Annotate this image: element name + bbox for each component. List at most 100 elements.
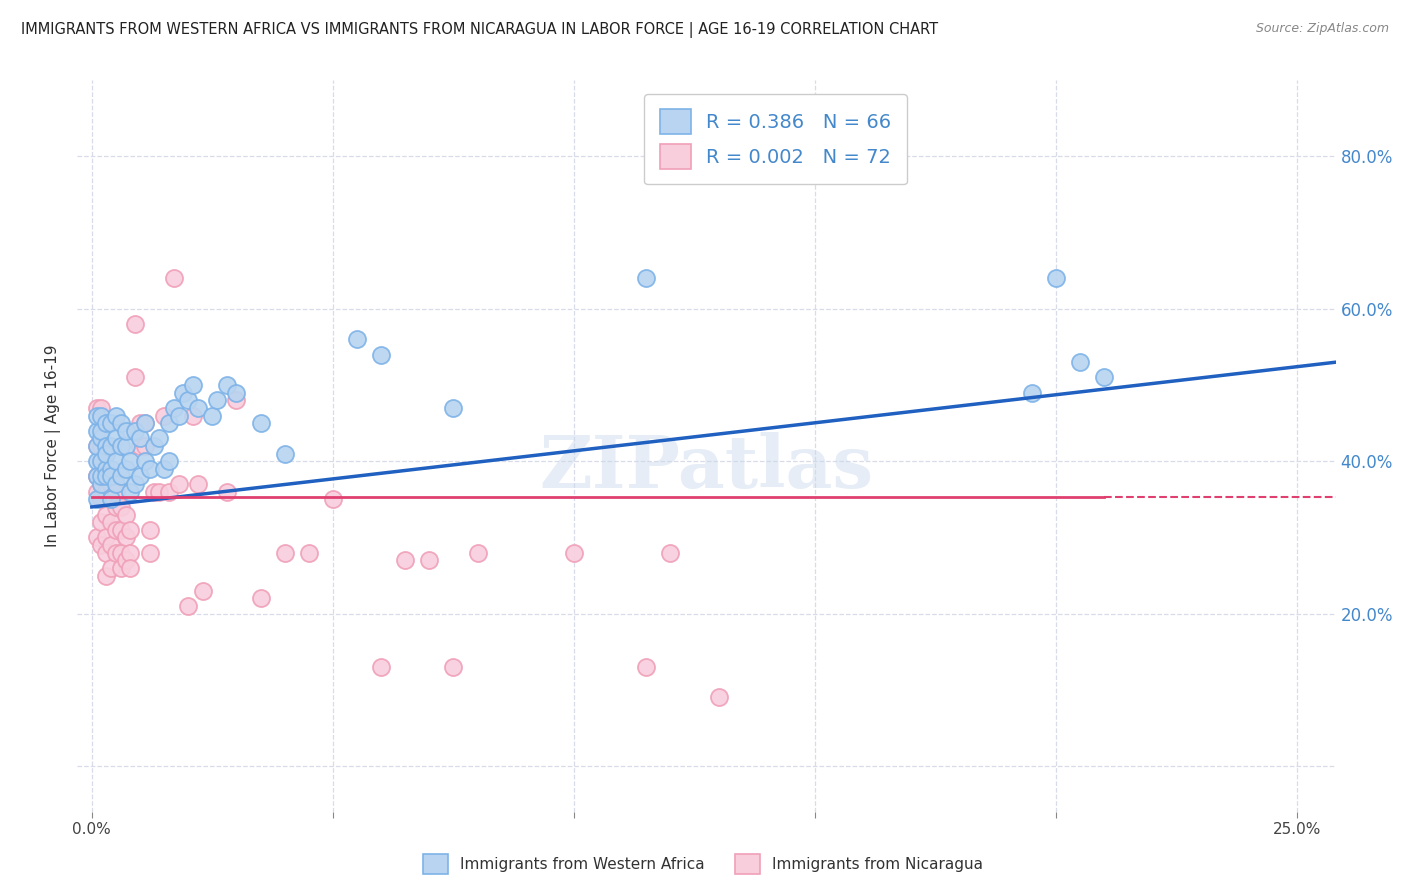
Point (191, 583, 214, 598)
Point (90, 431, 112, 445)
Legend: Immigrants from Western Africa, Immigrants from Nicaragua: Immigrants from Western Africa, Immigran… (418, 848, 988, 880)
Point (172, 385, 194, 400)
Point (181, 409, 204, 423)
Point (86, 439, 108, 453)
Point (100, 492, 122, 507)
Point (157, 416, 180, 430)
Point (215, 378, 238, 392)
Point (134, 454, 156, 468)
Point (249, 591, 271, 606)
Point (322, 492, 344, 507)
Point (104, 484, 127, 499)
Point (90, 409, 112, 423)
Point (120, 484, 142, 499)
Point (86, 492, 108, 507)
Point (90, 454, 112, 468)
Point (90, 477, 112, 491)
Point (134, 416, 156, 430)
Point (96, 416, 118, 430)
Point (138, 546, 160, 560)
Point (120, 561, 142, 575)
Point (138, 523, 160, 537)
Point (273, 546, 295, 560)
Point (86, 530, 108, 544)
Point (467, 546, 489, 560)
Point (143, 484, 166, 499)
Point (100, 561, 122, 575)
Point (225, 393, 247, 408)
Point (114, 462, 136, 476)
Point (225, 385, 247, 400)
Point (86, 469, 108, 483)
Point (110, 416, 132, 430)
Point (96, 469, 118, 483)
Point (148, 484, 170, 499)
Point (110, 500, 132, 514)
Point (96, 508, 118, 522)
Point (86, 484, 108, 499)
Point (394, 553, 416, 567)
Point (1069, 355, 1091, 369)
Point (100, 462, 122, 476)
Point (138, 462, 160, 476)
Point (249, 416, 271, 430)
Point (114, 439, 136, 453)
Point (129, 439, 152, 453)
Point (134, 439, 156, 453)
Point (114, 508, 136, 522)
Point (1045, 271, 1067, 285)
Point (187, 401, 209, 415)
Point (100, 469, 122, 483)
Point (100, 416, 122, 430)
Point (86, 469, 108, 483)
Y-axis label: In Labor Force | Age 16-19: In Labor Force | Age 16-19 (45, 344, 62, 548)
Point (167, 477, 190, 491)
Point (148, 431, 170, 445)
Point (298, 546, 321, 560)
Point (124, 370, 146, 384)
Point (163, 271, 186, 285)
Point (90, 424, 112, 438)
Point (177, 599, 200, 613)
Point (153, 409, 176, 423)
Point (707, 690, 730, 705)
Point (104, 546, 127, 560)
Point (124, 477, 146, 491)
Point (205, 393, 228, 408)
Point (346, 332, 368, 346)
Point (441, 660, 464, 674)
Point (100, 492, 122, 507)
Point (104, 431, 127, 445)
Point (96, 484, 118, 499)
Point (120, 523, 142, 537)
Point (441, 401, 464, 415)
Point (215, 484, 238, 499)
Point (96, 568, 118, 582)
Point (124, 424, 146, 438)
Point (129, 416, 152, 430)
Point (90, 477, 112, 491)
Point (90, 454, 112, 468)
Point (163, 401, 186, 415)
Point (90, 492, 112, 507)
Point (104, 454, 127, 468)
Point (96, 439, 118, 453)
Text: IMMIGRANTS FROM WESTERN AFRICA VS IMMIGRANTS FROM NICARAGUA IN LABOR FORCE | AGE: IMMIGRANTS FROM WESTERN AFRICA VS IMMIGR… (21, 22, 938, 38)
Point (129, 431, 152, 445)
Point (90, 469, 112, 483)
Point (201, 409, 224, 423)
Point (181, 378, 204, 392)
Point (104, 477, 127, 491)
Point (114, 553, 136, 567)
Text: ZIPatlas: ZIPatlas (540, 433, 873, 503)
Point (110, 523, 132, 537)
Point (114, 424, 136, 438)
Point (124, 317, 146, 331)
Point (86, 409, 108, 423)
Point (90, 538, 112, 552)
Point (96, 546, 118, 560)
Point (90, 439, 112, 453)
Point (100, 538, 122, 552)
Point (370, 660, 392, 674)
Point (120, 546, 142, 560)
